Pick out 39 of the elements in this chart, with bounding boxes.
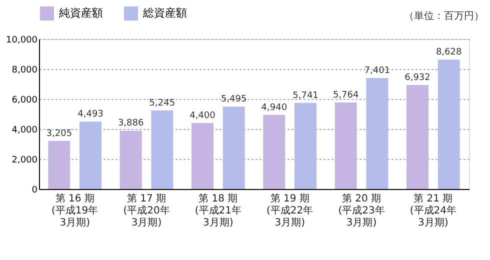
data-label: 4,493: [78, 110, 104, 120]
data-label: 6,932: [404, 73, 430, 84]
x-tick-label: 第 16 期 (平成19年 3月期): [52, 192, 98, 228]
data-label: 4,400: [190, 111, 216, 121]
bar: [438, 60, 460, 189]
bar: [263, 114, 286, 189]
x-tick-label: 第 20 期 (平成23年 3月期): [338, 192, 385, 228]
y-tick-label: 4,000: [12, 126, 38, 136]
y-tick-label: 2,000: [12, 156, 38, 166]
data-label: 5,741: [292, 90, 318, 101]
x-tick-label: 第 19 期 (平成22年 3月期): [266, 192, 314, 228]
y-tick-label: 6,000: [12, 96, 38, 106]
y-tick-label: 0: [32, 186, 38, 196]
legend-label: 純資産額: [59, 6, 103, 20]
data-label: 8,628: [436, 48, 462, 58]
data-label: 5,764: [332, 90, 359, 101]
data-label: 7,401: [364, 66, 390, 76]
bar: [366, 78, 388, 189]
data-label: 5,245: [149, 98, 176, 108]
bar: [406, 85, 428, 189]
text: （単位：百万円）: [404, 10, 484, 22]
bar: [80, 122, 102, 189]
x-tick-label: 第 17 期 (平成20年 3月期): [123, 192, 170, 228]
legend-label: 総資産額: [142, 6, 187, 20]
bar: [294, 102, 317, 189]
data-label: 3,205: [46, 128, 72, 139]
x-tick-label: 第 18 期 (平成21年 3月期): [194, 192, 242, 228]
data-label: 5,495: [220, 94, 247, 105]
bar: [222, 106, 245, 189]
data-label: 3,886: [118, 118, 144, 129]
bar: [151, 110, 174, 189]
bar: [191, 123, 214, 189]
bar: [48, 140, 70, 189]
y-tick-label: 10,000: [6, 36, 38, 46]
data-label: 4,940: [261, 102, 288, 113]
bar: [334, 102, 357, 189]
bar: [120, 130, 142, 189]
y-tick-label: 8,000: [12, 66, 38, 76]
x-tick-label: 第 21 期 (平成24年 3月期): [410, 192, 456, 228]
